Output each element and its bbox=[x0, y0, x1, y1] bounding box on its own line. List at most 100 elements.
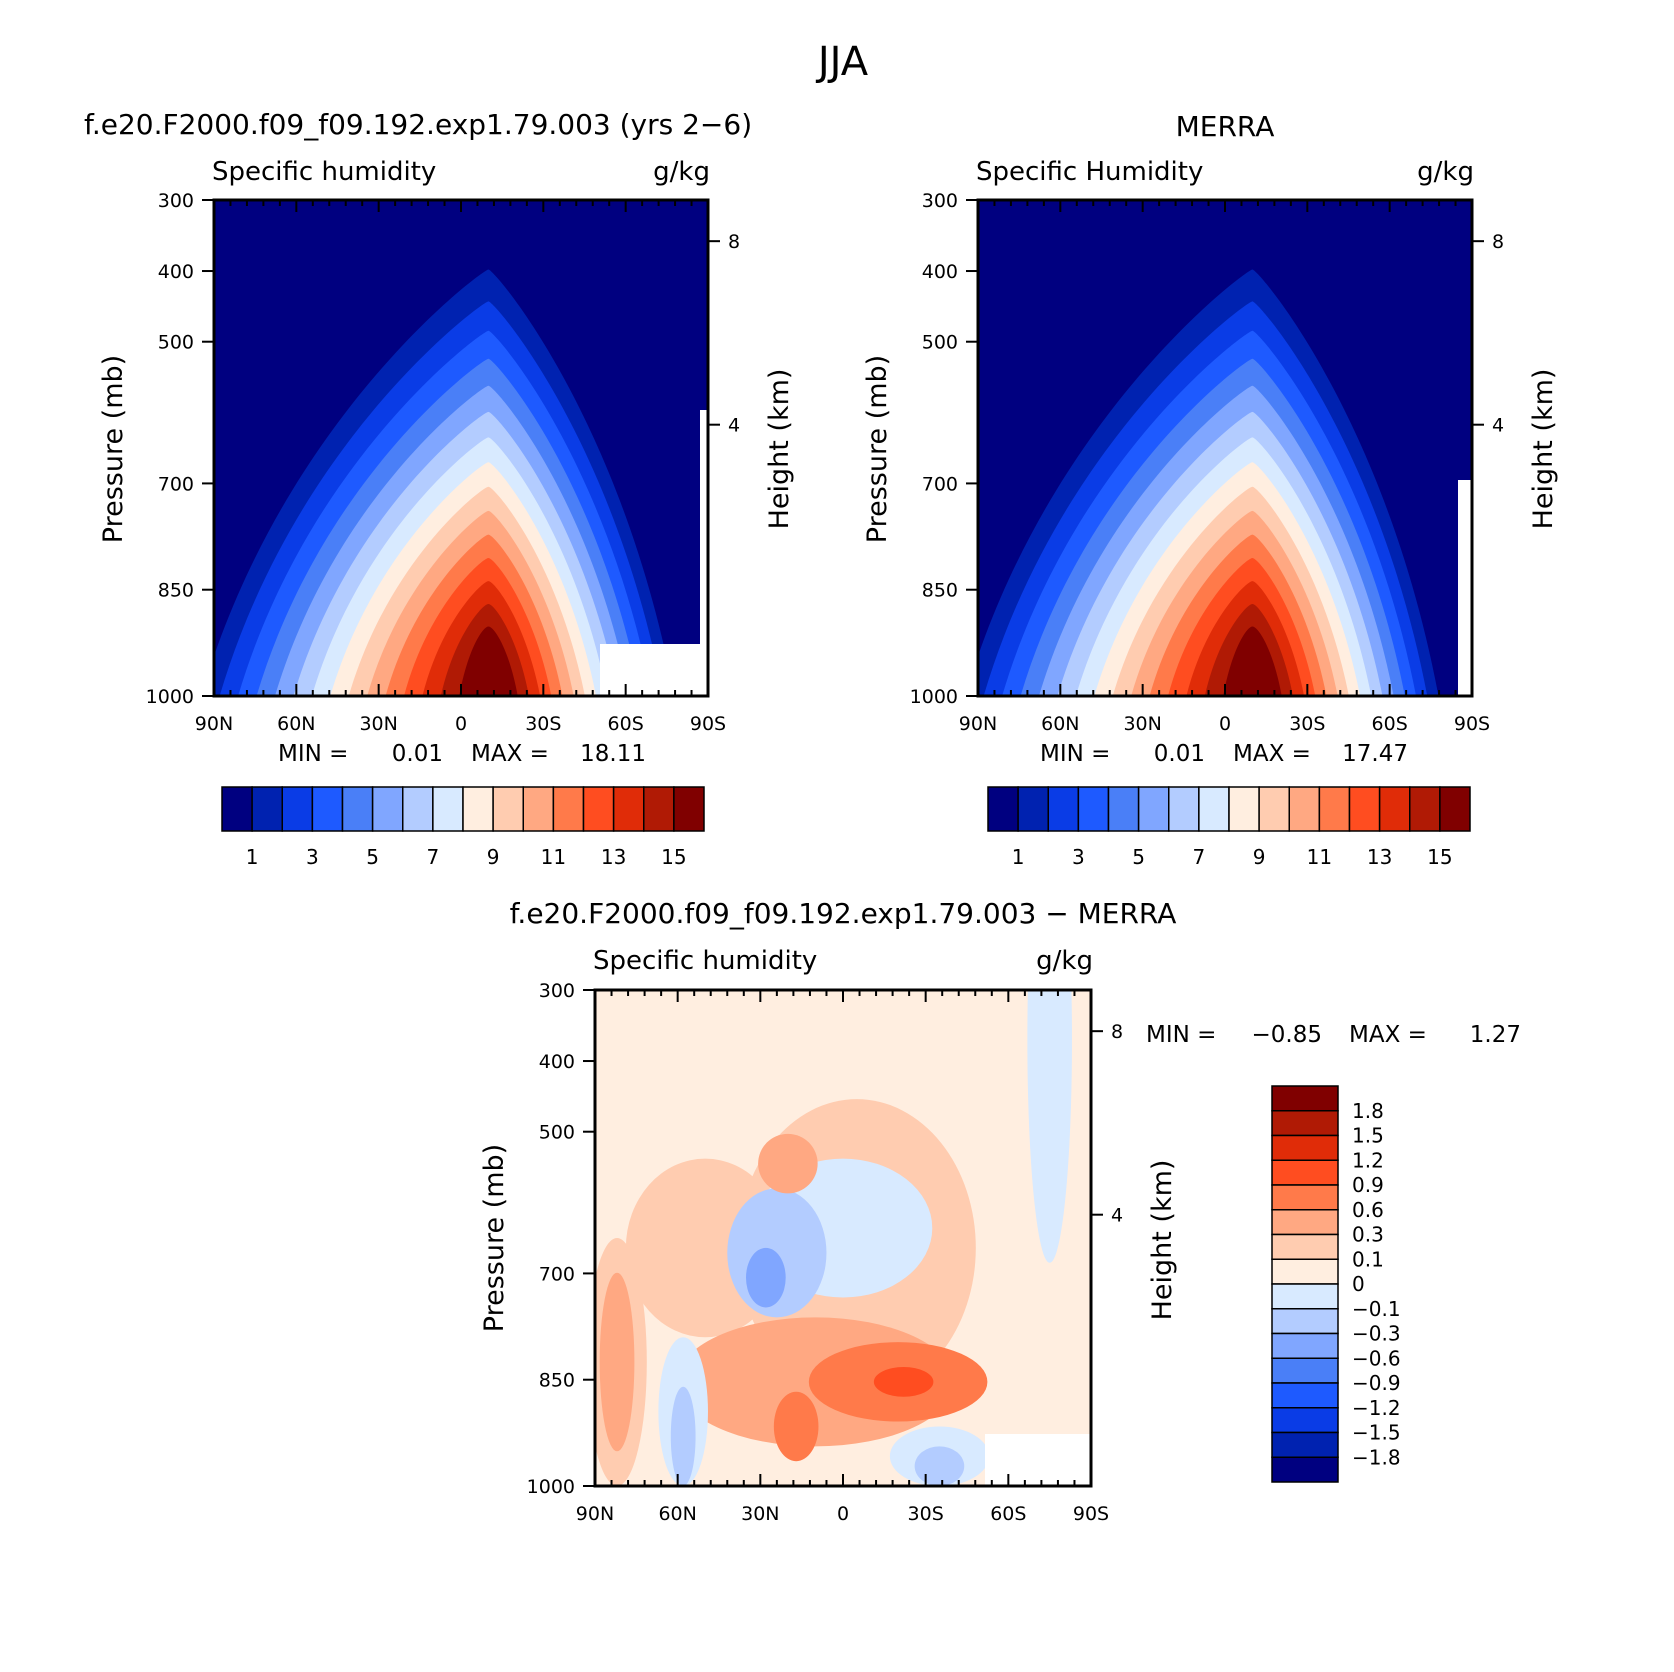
colorbar-label: 13 bbox=[1367, 845, 1392, 869]
colorbar-label: 15 bbox=[1427, 845, 1452, 869]
y-tick-label: 500 bbox=[539, 1122, 575, 1144]
colorbar-swatch bbox=[1271, 1085, 1339, 1112]
colorbar-swatch bbox=[1137, 786, 1170, 832]
colorbar-swatch bbox=[1271, 1110, 1339, 1137]
panel-merra-ylabel: Pressure (mb) bbox=[862, 355, 893, 543]
colorbar-swatch bbox=[1271, 1357, 1339, 1384]
x-tick-label: 90N bbox=[195, 713, 233, 735]
colorbar-label: 1 bbox=[1012, 845, 1025, 869]
y-tick-label: 1000 bbox=[146, 686, 194, 708]
colorbar-swatch bbox=[1271, 1209, 1339, 1236]
panel-merra-units: g/kg bbox=[1417, 157, 1474, 187]
x-tick-label: 60S bbox=[1372, 713, 1408, 735]
x-tick-label: 90S bbox=[1454, 713, 1490, 735]
contour-level-band bbox=[1027, 990, 1072, 1263]
panel-merra-max-value: 17.47 bbox=[1342, 741, 1408, 767]
y-tick-label: 400 bbox=[539, 1051, 575, 1073]
colorbar-swatch bbox=[1271, 1134, 1339, 1161]
colorbar-swatch bbox=[1107, 786, 1140, 832]
y-tick-label: 400 bbox=[158, 261, 194, 283]
panel-merra-axes: 90N 60N 30N 0 30S 60S 90S 300 400 500 700 850 1000 8 4 bbox=[910, 190, 1504, 735]
colorbar-swatch bbox=[522, 786, 555, 832]
colorbar-label: 1.8 bbox=[1352, 1099, 1384, 1123]
colorbar-label: 15 bbox=[661, 845, 686, 869]
panel-difference-contours bbox=[595, 990, 1091, 1486]
colorbar-swatch bbox=[1077, 786, 1110, 832]
contour-level-band bbox=[599, 1272, 635, 1452]
colorbar-swatch bbox=[311, 786, 344, 832]
panel-difference-case-title: f.e20.F2000.f09_f09.192.exp1.79.003 − ME… bbox=[510, 897, 1177, 930]
panel-model-min-value: 0.01 bbox=[392, 741, 443, 767]
y-tick-label: 1000 bbox=[527, 1476, 575, 1498]
y2-tick-label: 4 bbox=[1492, 415, 1504, 437]
colorbar-swatch bbox=[582, 786, 615, 832]
colorbar-swatch bbox=[1439, 786, 1471, 832]
colorbar-label: 0.6 bbox=[1352, 1198, 1384, 1222]
colorbar-swatch bbox=[492, 786, 524, 832]
colorbar-swatch bbox=[432, 786, 464, 832]
colorbar-swatch bbox=[1271, 1308, 1339, 1335]
panel-model: f.e20.F2000.f09_f09.192.exp1.79.003 (yrs… bbox=[84, 108, 795, 869]
colorbar-label: 9 bbox=[487, 845, 500, 869]
y2-tick-label: 4 bbox=[728, 415, 740, 437]
y-tick-label: 300 bbox=[158, 190, 194, 212]
colorbar-swatch bbox=[643, 786, 675, 832]
colorbar-label: 9 bbox=[1253, 845, 1266, 869]
x-tick-label: 30N bbox=[741, 1503, 779, 1525]
missing-data-region bbox=[600, 644, 708, 696]
panel-model-min-label: MIN = bbox=[278, 741, 348, 767]
x-tick-label: 30S bbox=[1289, 713, 1325, 735]
contour-level-band bbox=[914, 1446, 965, 1486]
colorbar-swatch bbox=[1271, 1159, 1339, 1186]
colorbar-swatch bbox=[552, 786, 585, 832]
contour-level-band bbox=[746, 1247, 786, 1308]
colorbar-swatch bbox=[402, 786, 434, 832]
colorbar-label: 11 bbox=[1307, 845, 1332, 869]
panel-merra-variable: Specific Humidity bbox=[976, 157, 1203, 187]
colorbar-label: −0.1 bbox=[1352, 1297, 1401, 1321]
colorbar-label: 13 bbox=[601, 845, 626, 869]
y2-tick-label: 4 bbox=[1111, 1205, 1123, 1227]
colorbar-label: 3 bbox=[1072, 845, 1085, 869]
colorbar-label: 5 bbox=[366, 845, 379, 869]
y-tick-label: 300 bbox=[539, 980, 575, 1002]
panel-difference-axes: 90N 60N 30N 0 30S 60S 90S 300 400 500 700 850 1000 8 4 bbox=[527, 980, 1123, 1525]
y-tick-label: 700 bbox=[158, 473, 194, 495]
colorbar-label: 11 bbox=[541, 845, 566, 869]
colorbar-swatch bbox=[1271, 1332, 1339, 1359]
x-tick-label: 60S bbox=[608, 713, 644, 735]
colorbar-swatch bbox=[281, 786, 314, 832]
colorbar-label: −0.6 bbox=[1352, 1346, 1401, 1370]
colorbar-swatch bbox=[251, 786, 283, 832]
figure-title: JJA bbox=[815, 39, 869, 85]
contour-level-band bbox=[873, 1366, 934, 1397]
panel-merra: MERRA Specific Humidity g/kg 90N 60N 30N 0 3… bbox=[862, 110, 1559, 869]
panel-model-contours bbox=[214, 200, 708, 696]
colorbar-label: 0.9 bbox=[1352, 1173, 1384, 1197]
colorbar-label: 1.5 bbox=[1352, 1124, 1384, 1148]
panel-difference-min-value: −0.85 bbox=[1252, 1022, 1322, 1048]
panel-difference-max-label: MAX = bbox=[1349, 1022, 1427, 1048]
colorbar-swatch bbox=[1348, 786, 1381, 832]
panel-difference-max-value: 1.27 bbox=[1470, 1022, 1521, 1048]
y-tick-label: 700 bbox=[539, 1263, 575, 1285]
panel-model-max-label: MAX = bbox=[471, 741, 549, 767]
y-tick-label: 850 bbox=[539, 1370, 575, 1392]
contour-level-band bbox=[459, 626, 518, 696]
colorbar-swatch bbox=[1271, 1258, 1339, 1285]
y-tick-label: 500 bbox=[922, 332, 958, 354]
colorbar-swatch bbox=[462, 786, 494, 832]
colorbar-swatch bbox=[371, 786, 404, 832]
colorbar-swatch bbox=[1271, 1407, 1339, 1434]
panel-difference-colorbar: 1.81.51.20.90.60.30.10−0.1−0.3−0.6−0.9−1… bbox=[1271, 1085, 1401, 1483]
panel-merra-y2label: Height (km) bbox=[1528, 369, 1559, 530]
missing-data-region bbox=[985, 1434, 1091, 1486]
colorbar-swatch bbox=[1271, 1382, 1339, 1409]
panel-model-case-title: f.e20.F2000.f09_f09.192.exp1.79.003 (yrs… bbox=[84, 108, 752, 141]
y2-tick-label: 8 bbox=[1492, 231, 1504, 253]
colorbar-swatch bbox=[612, 786, 645, 832]
colorbar-swatch bbox=[341, 786, 374, 832]
colorbar-label: 0 bbox=[1352, 1272, 1365, 1296]
panel-model-units: g/kg bbox=[653, 157, 710, 187]
